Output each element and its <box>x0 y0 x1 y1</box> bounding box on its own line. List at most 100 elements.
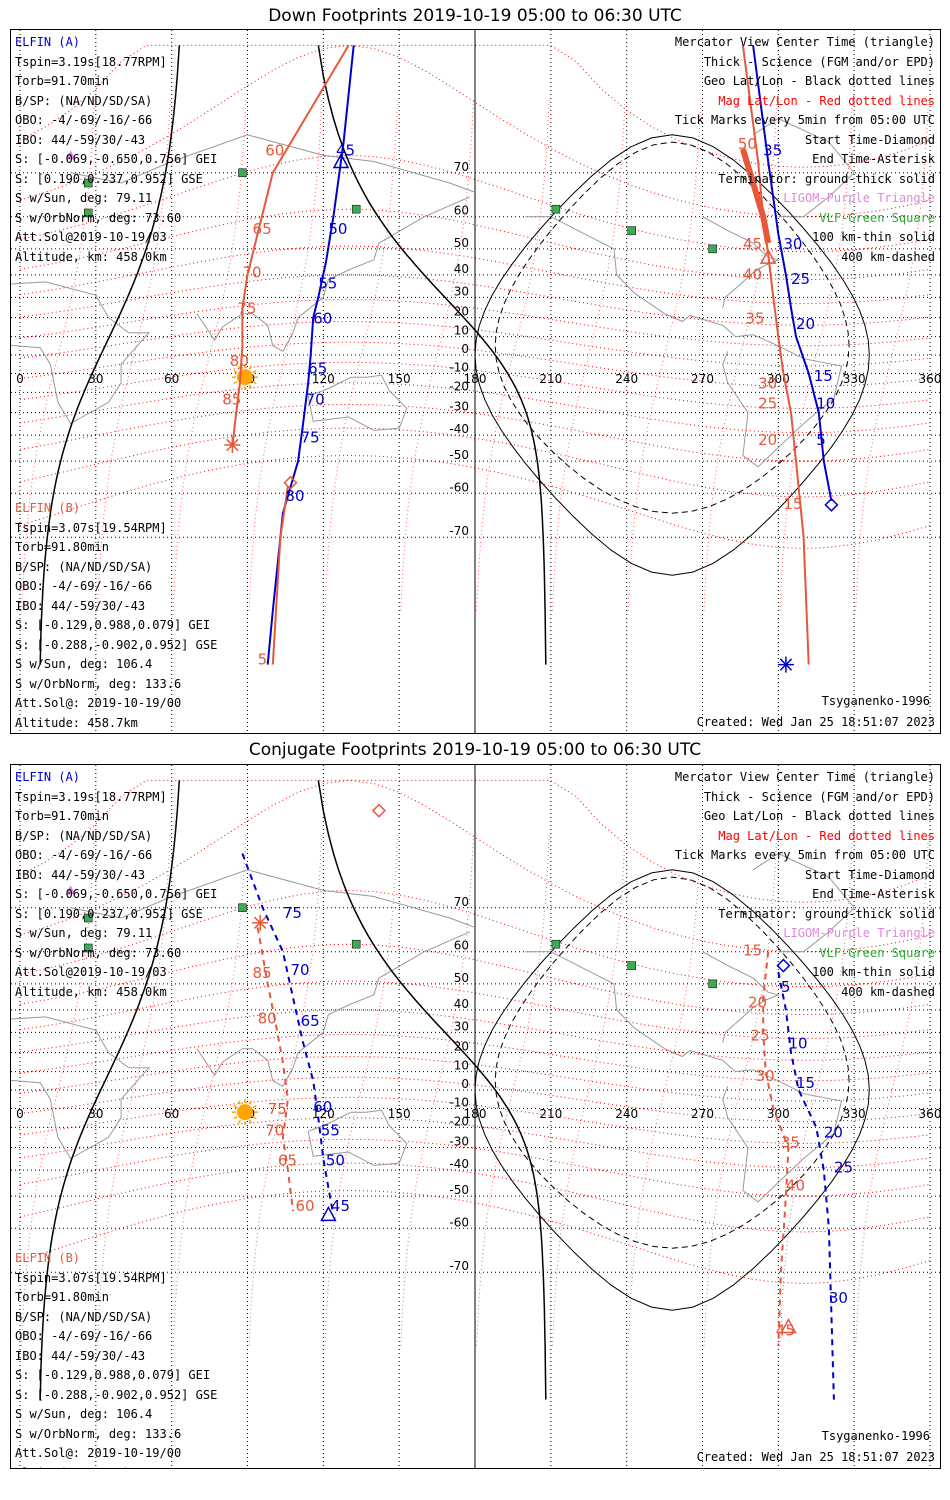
elfin-b-track <box>256 927 294 1212</box>
mag-lon-line <box>627 99 702 611</box>
info-line: Altitude, km: 458.0km <box>15 249 167 264</box>
lat-tick-label: 60 <box>454 204 469 218</box>
track-tick-label: 65 <box>301 1012 320 1030</box>
mag-lon-line <box>400 99 474 611</box>
lat-tick-label: 0 <box>461 342 469 356</box>
mag-lat-line <box>19 1117 931 1169</box>
track-tick-label: 25 <box>834 1159 853 1177</box>
track-tick-label: 15 <box>743 941 762 959</box>
ligo-triangle-icon <box>65 150 76 160</box>
track-tick-label: 60 <box>313 1098 332 1116</box>
track-tick-label: 75 <box>268 1100 287 1118</box>
legend-item: Start Time-Diamond <box>804 867 935 882</box>
info-line: Tspin=3.19s[18.77RPM] <box>15 789 167 804</box>
lat-tick-label: -50 <box>449 448 469 462</box>
track-tick-label: 40 <box>743 266 762 284</box>
mag-lon-line <box>248 99 323 611</box>
lat-tick-label: -30 <box>449 1135 469 1149</box>
info-line: S: [-0.129,0.988,0.079] GEI <box>15 1368 211 1382</box>
lat-tick-label: 30 <box>454 1019 469 1033</box>
vlf-station-icon <box>351 204 361 214</box>
coastline <box>307 1109 408 1166</box>
track-tick-label: 60 <box>265 141 284 159</box>
legend-item: Tick Marks every 5min from 05:00 UTC <box>674 848 935 862</box>
info-line: Tspin=3.07s[19.54RPM] <box>15 1270 167 1285</box>
center-time-triangle-icon <box>759 248 777 264</box>
info-line: OBO: -4/-69/-16/-66 <box>15 1329 153 1343</box>
vlf-station-icon <box>238 903 247 913</box>
lat-tick-label: 40 <box>454 262 469 276</box>
lat-tick-label: -30 <box>449 400 469 414</box>
info-line: Tspin=3.07s[19.54RPM] <box>15 520 167 535</box>
track-tick-label: 35 <box>763 141 782 159</box>
lon-tick-label: 240 <box>615 372 638 386</box>
mag-lat-line <box>19 44 931 168</box>
elfin-a-track <box>241 853 335 1215</box>
elfin-a-track <box>752 45 833 501</box>
mag-lon-line <box>21 834 95 1346</box>
sun-ray <box>248 1100 253 1105</box>
vlf-station-icon <box>238 168 247 178</box>
info-line: S: [-0.288,-0.902,0.952] GSE <box>15 1387 218 1402</box>
terminator-ground <box>39 780 181 1400</box>
info-line: S: [-0.069,-0.650,0.756] GEI <box>15 152 218 166</box>
conj-title: Conjugate Footprints 2019-10-19 05:00 to… <box>248 740 702 760</box>
track-tick-label: 60 <box>296 1197 315 1215</box>
track-tick-label: 50 <box>326 1151 345 1169</box>
mag-lon-line <box>172 834 247 1346</box>
lon-tick-label: 360 <box>919 372 941 386</box>
vlf-station-icon <box>84 943 93 953</box>
lat-tick-label: -40 <box>449 422 469 436</box>
elfin-b-science-track <box>740 148 772 244</box>
terminator-100km <box>474 134 870 576</box>
sun-ray <box>248 384 253 389</box>
track-tick-label: 15 <box>796 1074 815 1092</box>
info-line: S w/OrbNorm, deg: 133.6 <box>15 676 182 691</box>
info-line: IBO: 44/-59/30/-43 <box>15 1348 146 1363</box>
lat-tick-label: 10 <box>454 1059 469 1073</box>
track-tick-label: 5 <box>781 978 791 996</box>
lon-tick-label: 210 <box>539 1107 562 1121</box>
info-line: S w/OrbNorm, deg: 133.6 <box>15 1426 182 1441</box>
legend-item: End Time-Asterisk <box>812 152 935 166</box>
track-tick-label: 30 <box>783 235 802 253</box>
info-line: B/SP: (NA/ND/SD/SA) <box>15 1309 153 1324</box>
lat-tick-label: 40 <box>454 997 469 1011</box>
start-diamond-icon <box>776 958 791 973</box>
track-tick-label: 10 <box>788 1035 807 1053</box>
info-line: S: [-0.069,-0.650,0.756] GEI <box>15 887 218 901</box>
sun-ray <box>248 365 253 370</box>
legend-item: Mag Lat/Lon - Red dotted lines <box>718 93 935 108</box>
track-tick-label: 25 <box>791 270 810 288</box>
mag-lon-line <box>779 99 854 611</box>
mag-lon-line <box>476 99 550 611</box>
lat-tick-label: 50 <box>454 971 469 985</box>
track-tick-label: 40 <box>786 1177 805 1195</box>
track-tick-label: 60 <box>313 309 332 327</box>
track-tick-label: 5 <box>258 651 268 669</box>
track-tick-label: 65 <box>278 1151 297 1169</box>
lat-tick-label: 30 <box>454 284 469 298</box>
sun-ray <box>233 1105 238 1109</box>
coastline <box>702 216 780 308</box>
lat-tick-label: 70 <box>454 160 469 174</box>
info-line: Torb=91.80min <box>15 540 109 554</box>
lat-tick-label: -60 <box>449 480 469 494</box>
end-asterisk-icon <box>779 658 793 671</box>
lat-tick-label: -20 <box>449 379 469 393</box>
lon-tick-label: 60 <box>164 372 179 386</box>
track-tick-label: 70 <box>265 1121 284 1139</box>
end-asterisk-icon <box>253 916 267 929</box>
legend-item: 400 km-dashed <box>841 249 935 264</box>
mag-lon-line <box>476 834 550 1346</box>
track-tick-label: 65 <box>253 220 272 238</box>
info-line: S: [0.190,0.237,0.952] GSE <box>15 171 203 186</box>
elfin-a-name: ELFIN (A) <box>15 35 81 49</box>
legend-item: Geo Lat/Lon - Black dotted lines <box>703 74 935 88</box>
vlf-station-icon <box>551 204 561 214</box>
info-line: S: [0.190,0.237,0.952] GSE <box>15 906 203 921</box>
sun-ray <box>252 370 257 374</box>
coastline <box>525 951 843 1203</box>
info-line: S: [-0.288,-0.902,0.952] GSE <box>15 637 218 652</box>
vlf-station-icon <box>84 178 93 188</box>
